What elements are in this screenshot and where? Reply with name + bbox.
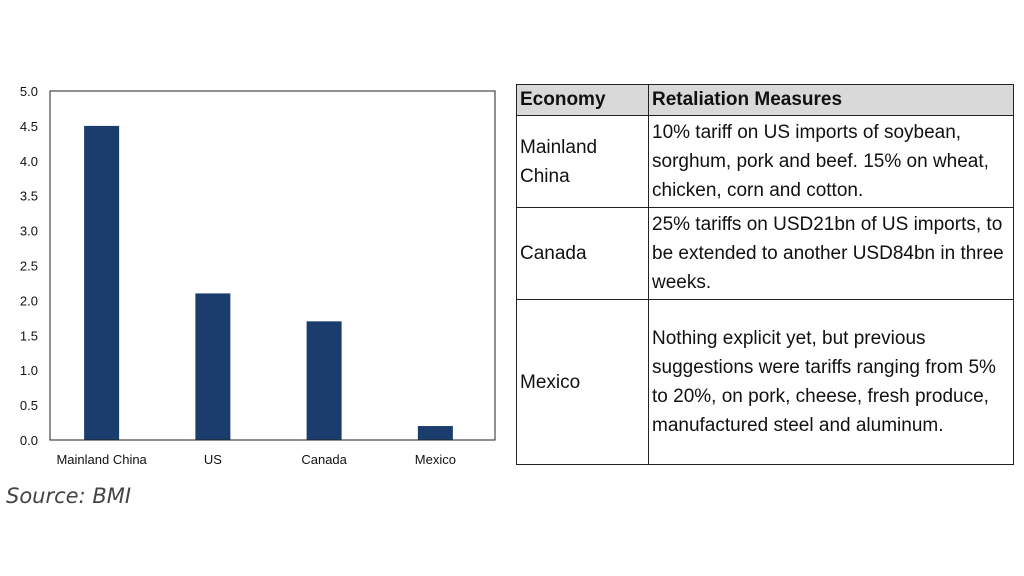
economy-cell: Canada [516,207,649,300]
bar-us [195,293,231,440]
measures-cell: 10% tariff on US imports of soybean, sor… [648,115,1014,208]
plot-frame [49,90,496,441]
y-tick-label: 0.5 [20,398,38,413]
y-tick-label: 2.5 [20,259,38,274]
bar-mexico [417,426,453,440]
y-tick-label: 5.0 [20,84,38,99]
bar-canada [306,321,342,440]
x-tick-label: Canada [301,452,347,467]
y-tick-label: 3.5 [20,189,38,204]
y-tick-label: 0.0 [20,433,38,448]
y-axis: 0.0 0.5 1.0 1.5 2.0 2.5 3.0 3.5 4.0 4.5 5.0 [20,84,38,448]
x-tick-label: Mexico [415,452,456,467]
x-tick-label: US [204,452,222,467]
table-row: Canada 25% tariffs on USD21bn of US impo… [516,207,1014,300]
table-row: Mexico Nothing explicit yet, but previou… [516,299,1014,465]
table-header-row: Economy Retaliation Measures [516,84,1014,116]
bar-chart: 0.0 0.5 1.0 1.5 2.0 2.5 3.0 3.5 4.0 4.5 5.0 Mainla… [20,84,496,467]
retaliation-measures-table: Economy Retaliation Measures Mainland Ch… [516,84,1014,465]
y-tick-label: 3.0 [20,224,38,239]
y-tick-label: 4.0 [20,154,38,169]
bar-series [84,125,453,441]
x-axis: Mainland China US Canada Mexico [56,452,456,467]
y-tick-label: 4.5 [20,119,38,134]
x-tick-label: Mainland China [56,452,147,467]
measures-cell: 25% tariffs on USD21bn of US imports, to… [648,207,1014,300]
y-tick-label: 1.5 [20,328,38,343]
measures-cell: Nothing explicit yet, but previous sugge… [648,299,1014,465]
header-retaliation-measures: Retaliation Measures [648,84,1014,116]
header-economy: Economy [516,84,649,116]
source-note: Source: BMI [6,484,132,508]
y-tick-label: 1.0 [20,363,38,378]
table-row: Mainland China 10% tariff on US imports … [516,115,1014,208]
economy-cell: Mexico [516,299,649,465]
y-tick-label: 2.0 [20,293,38,308]
bar-mainland-china [84,125,120,441]
economy-cell: Mainland China [516,115,649,208]
